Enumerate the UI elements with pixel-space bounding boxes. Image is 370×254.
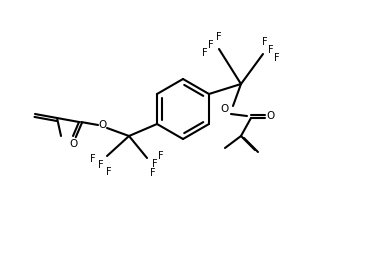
Text: O: O xyxy=(267,111,275,121)
Text: F: F xyxy=(268,45,274,55)
Text: F: F xyxy=(150,168,156,178)
Text: F: F xyxy=(90,154,96,164)
Text: F: F xyxy=(262,37,268,47)
Text: F: F xyxy=(274,53,280,63)
Text: O: O xyxy=(221,104,229,114)
Text: F: F xyxy=(106,167,112,177)
Text: F: F xyxy=(202,48,208,58)
Text: O: O xyxy=(98,120,106,130)
Text: F: F xyxy=(208,40,214,50)
Text: O: O xyxy=(69,139,77,149)
Text: F: F xyxy=(158,151,164,161)
Text: F: F xyxy=(216,32,222,42)
Text: F: F xyxy=(152,159,158,169)
Text: F: F xyxy=(98,160,104,170)
